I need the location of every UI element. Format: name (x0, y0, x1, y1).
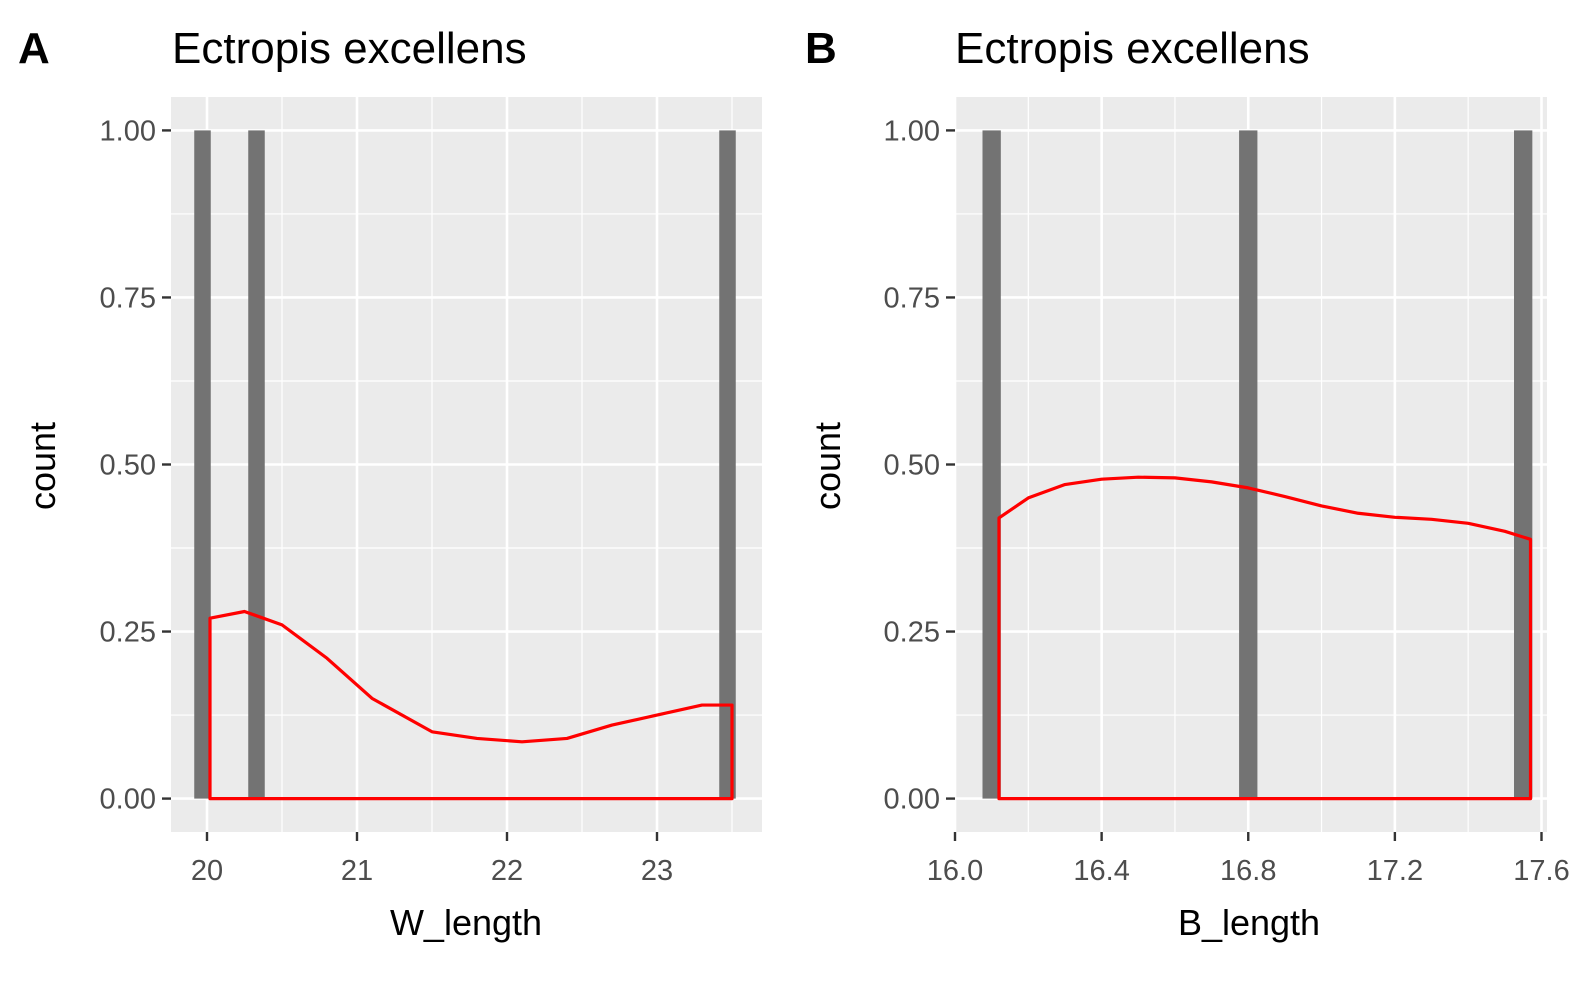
panel-b-title: Ectropis excellens (955, 24, 1310, 73)
panel-a-y-tick-label: 0.25 (100, 617, 156, 649)
panel-a-bar-3 (719, 130, 736, 799)
panel-a-bar-1 (194, 130, 211, 799)
panel-b-y-tick-label: 0.25 (884, 617, 940, 649)
panel-a-x-tick-label: 21 (341, 855, 373, 887)
panel-a: A Ectropis excellens 0.00 0.25 0.50 0.75 1.0… (18, 24, 762, 943)
panel-a-y-tick-label: 0.00 (100, 784, 156, 816)
panel-b-x-axis-label: B_length (1178, 902, 1320, 943)
panel-b-x-tick-label: 17.2 (1367, 855, 1423, 887)
panel-a-plot: 0.00 0.25 0.50 0.75 1.00 20 21 22 23 (100, 97, 762, 887)
panel-a-tag: A (18, 24, 50, 73)
panel-b-tag: B (805, 24, 837, 73)
panel-b-y-tick-label: 1.00 (884, 115, 940, 147)
panel-a-title: Ectropis excellens (172, 24, 527, 73)
panel-a-x-tick-label: 20 (191, 855, 223, 887)
panel-b-bar-3 (1514, 130, 1533, 799)
panel-a-y-axis-label: count (22, 422, 63, 510)
panel-b-bar-2 (1239, 130, 1258, 799)
panel-b-y-tick-label: 0.00 (884, 784, 940, 816)
panel-b-y-axis-label: count (807, 422, 848, 510)
panel-a-bar-2 (248, 130, 265, 799)
panel-b-x-tick-label: 17.6 (1513, 855, 1569, 887)
panel-b-y-tick-label: 0.75 (884, 282, 940, 314)
panel-b-bar-1 (982, 130, 1001, 799)
panel-b-x-tick-label: 16.4 (1073, 855, 1129, 887)
panel-a-y-tick-label: 0.75 (100, 282, 156, 314)
panel-b: B Ectropis excellens 0.00 0.25 0.50 0.75 1.0… (805, 24, 1570, 943)
panel-a-x-axis-label: W_length (390, 902, 542, 943)
panel-a-x-tick-label: 23 (641, 855, 673, 887)
panel-b-x-tick-label: 16.8 (1220, 855, 1276, 887)
panel-a-density-curve (208, 609, 734, 801)
panel-a-x-tick-label: 22 (491, 855, 523, 887)
panel-b-density-curve (997, 475, 1533, 801)
panel-b-x-tick-label: 16.0 (927, 855, 983, 887)
panel-a-y-tick-label: 1.00 (100, 115, 156, 147)
panel-b-y-tick-label: 0.50 (884, 450, 940, 482)
panel-b-plot: 0.00 0.25 0.50 0.75 1.00 16.0 16.4 16.8 17.2 17.6 (884, 97, 1570, 887)
panel-a-y-tick-label: 0.50 (100, 450, 156, 482)
